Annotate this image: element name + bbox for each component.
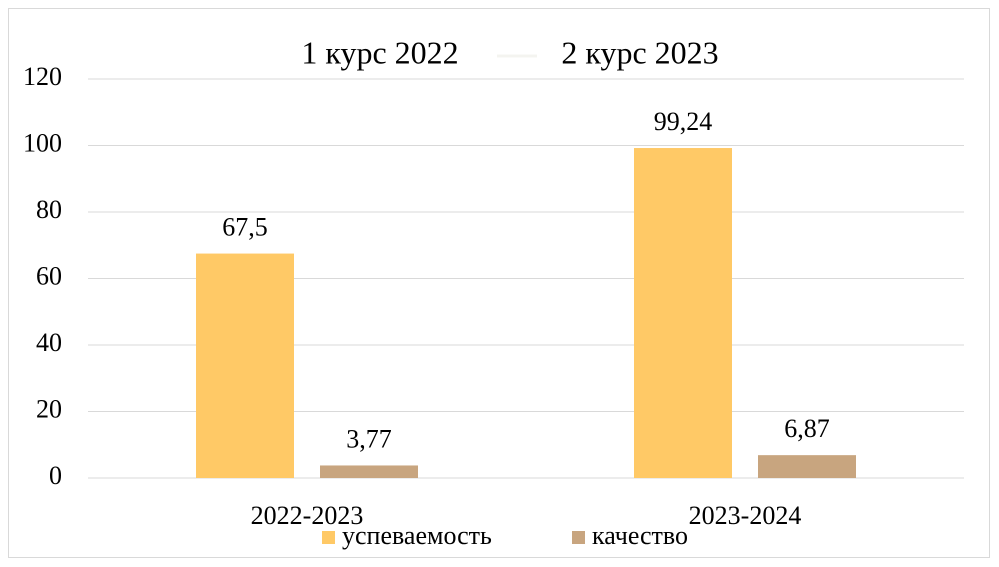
y-tick-label: 20 [36,394,62,423]
data-label: 6,87 [784,414,830,443]
bar [320,465,418,478]
y-tick-label: 100 [23,128,62,157]
data-label: 3,77 [346,424,392,453]
y-tick-label: 40 [36,328,62,357]
data-label: 67,5 [222,213,268,242]
legend-label: успеваемость [342,521,492,550]
y-tick-label: 80 [36,195,62,224]
x-tick-label: 2022-2023 [251,501,364,530]
legend-swatch [572,531,585,544]
legend-label: качество [592,521,688,550]
y-tick-label: 60 [36,261,62,290]
annotation: 1 курс 2022 [301,34,458,70]
annotation: 2 курс 2023 [561,34,718,70]
data-label: 99,24 [654,107,713,136]
legend-swatch [322,531,335,544]
x-tick-label: 2023-2024 [689,501,802,530]
bar [196,253,294,478]
bar [634,148,732,479]
y-tick-label: 120 [23,62,62,91]
bar [758,455,856,478]
y-tick-label: 0 [49,461,62,490]
